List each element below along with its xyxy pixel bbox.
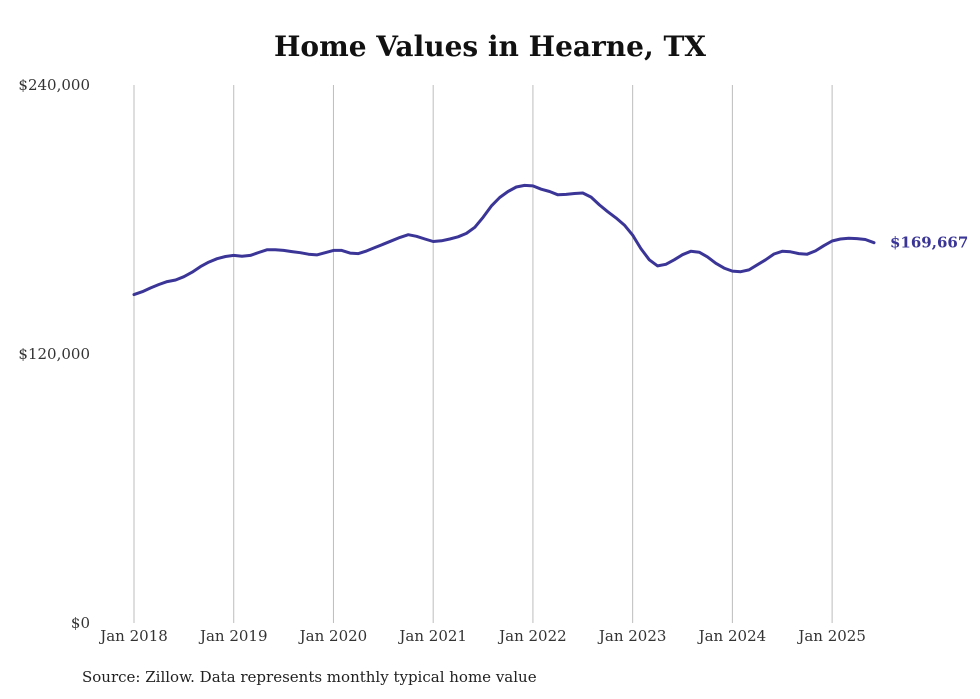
source-note: Source: Zillow. Data represents monthly …: [82, 668, 537, 686]
x-tick-label: Jan 2018: [98, 627, 168, 645]
x-tick-label: Jan 2021: [397, 627, 467, 645]
y-tick-label: $240,000: [18, 76, 90, 94]
x-tick-label: Jan 2019: [198, 627, 268, 645]
y-tick-label: $0: [71, 614, 90, 632]
x-tick-label: Jan 2020: [298, 627, 368, 645]
chart-title: Home Values in Hearne, TX: [273, 30, 707, 63]
end-value-label: $169,667: [890, 234, 968, 252]
x-tick-label: Jan 2022: [497, 627, 567, 645]
x-tick-label: Jan 2023: [597, 627, 667, 645]
series-line: [132, 183, 876, 297]
x-tick-label: Jan 2024: [697, 627, 767, 645]
y-tick-label: $120,000: [18, 345, 90, 363]
x-tick-label: Jan 2025: [796, 627, 866, 645]
